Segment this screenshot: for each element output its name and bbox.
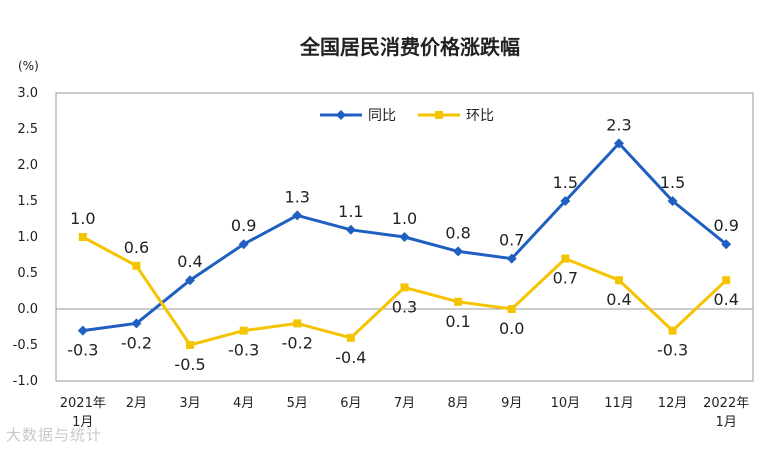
x-tick-label: 2月	[126, 396, 147, 411]
plot-area-frame	[55, 92, 754, 382]
data-point-yoy	[721, 239, 732, 250]
data-label-mom: 0.7	[553, 269, 578, 288]
data-point-yoy	[185, 275, 196, 286]
data-label-yoy: 0.8	[445, 223, 470, 242]
data-label-yoy: 0.4	[177, 252, 202, 271]
data-label-mom: 0.4	[606, 290, 631, 309]
x-axis-ticks: 2021年 1月 2月 3月 4月 5月 6月 7月 8月 9月 10月 11月 12月 2022年 1月	[60, 396, 749, 430]
data-label-yoy: 0.9	[713, 216, 738, 235]
legend-marker	[435, 111, 443, 119]
data-label-mom: 0.6	[124, 238, 149, 257]
data-label-yoy: 1.0	[392, 209, 417, 228]
data-label-mom: -0.3	[228, 341, 259, 360]
legend-entry-label: 同比	[368, 108, 396, 124]
x-tick-label: 10月	[551, 396, 581, 411]
data-point-yoy	[77, 325, 88, 336]
x-tick-label: 5月	[287, 396, 308, 411]
data-label-mom: 1.0	[70, 209, 95, 228]
series-layer	[77, 138, 732, 349]
data-point-mom	[722, 276, 731, 285]
data-label-yoy: -0.3	[67, 341, 98, 360]
data-label-mom: 0.0	[499, 319, 524, 338]
x-tick-label: 9月	[501, 396, 522, 411]
x-tick-label: 4月	[233, 396, 254, 411]
y-axis-ticks: 3.0 2.5 2.0 1.5 1.0 0.5 0.0 -0.5 -1.0	[13, 86, 38, 389]
legend-entry-label: 环比	[466, 108, 494, 124]
legend: 同比 环比	[320, 108, 494, 124]
y-tick-label: -0.5	[13, 338, 38, 353]
data-label-mom: -0.2	[282, 333, 313, 352]
data-label-mom: -0.3	[657, 341, 688, 360]
data-point-mom	[507, 305, 516, 313]
chart-title: 全国居民消费价格涨跌幅	[299, 35, 520, 59]
x-tick-label: 2021年 1月	[60, 396, 106, 430]
y-tick-label: 2.0	[17, 158, 38, 173]
y-tick-label: 1.5	[17, 194, 38, 209]
data-point-mom	[668, 326, 677, 335]
data-label-yoy: 0.9	[231, 216, 256, 235]
data-label-mom: 0.3	[392, 297, 417, 316]
data-label-yoy: 1.3	[285, 187, 310, 206]
data-point-mom	[186, 341, 195, 349]
data-point-mom	[400, 283, 409, 292]
data-label-mom: 0.4	[713, 290, 738, 309]
data-point-yoy	[238, 239, 249, 250]
x-tick-label: 2022年 1月	[703, 396, 749, 430]
y-tick-label: -1.0	[13, 374, 38, 389]
data-point-mom	[346, 333, 355, 342]
x-tick-label: 7月	[394, 396, 415, 411]
data-label-mom: 0.1	[445, 312, 470, 331]
data-point-mom	[614, 276, 623, 285]
y-tick-label: 0.5	[17, 266, 38, 281]
data-point-yoy	[560, 196, 571, 206]
x-tick-label: 6月	[340, 396, 361, 411]
data-label-yoy: 0.7	[499, 231, 524, 250]
data-point-yoy	[131, 318, 142, 329]
data-point-yoy	[292, 210, 303, 221]
y-tick-label: 3.0	[17, 86, 38, 101]
data-labels-layer: -0.3 1.0 -0.2 0.6 0.4 -0.5 0.9 -0.3 1.3 -0.2 1.1 -0…	[67, 115, 739, 374]
x-tick-label: 11月	[604, 396, 634, 411]
data-label-yoy: 1.5	[553, 173, 578, 192]
data-point-yoy	[453, 246, 464, 257]
data-point-mom	[239, 326, 248, 335]
y-tick-label: 0.0	[17, 302, 38, 317]
data-point-yoy	[399, 232, 410, 242]
data-label-yoy: -0.2	[121, 333, 152, 352]
data-point-yoy	[345, 224, 356, 235]
data-point-mom	[132, 261, 141, 270]
legend-marker	[336, 110, 346, 120]
data-point-yoy	[506, 253, 517, 264]
watermark-text: 大数据与统计	[6, 426, 103, 444]
y-axis-unit-label: (%)	[18, 59, 39, 73]
data-label-mom: -0.5	[174, 355, 205, 374]
data-label-mom: -0.4	[335, 348, 366, 367]
x-tick-label: 3月	[179, 396, 200, 411]
data-point-mom	[78, 233, 87, 241]
data-point-yoy	[613, 138, 624, 149]
data-point-mom	[561, 254, 570, 263]
data-point-mom	[454, 297, 463, 306]
data-label-yoy: 1.5	[660, 173, 685, 192]
data-label-yoy: 2.3	[606, 115, 631, 134]
x-tick-label: 8月	[447, 396, 468, 411]
data-point-yoy	[667, 196, 678, 206]
x-tick-label: 12月	[658, 396, 688, 411]
data-point-mom	[293, 319, 302, 328]
y-tick-label: 2.5	[17, 122, 38, 137]
y-tick-label: 1.0	[17, 230, 38, 245]
data-label-yoy: 1.1	[338, 202, 363, 221]
